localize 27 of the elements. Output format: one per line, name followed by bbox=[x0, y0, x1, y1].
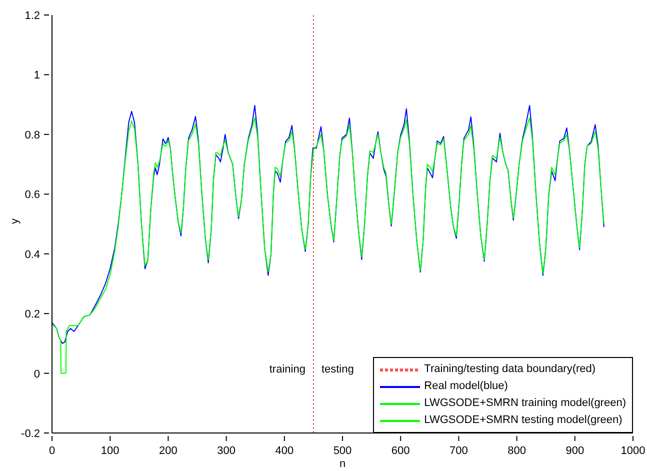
annotation: testing bbox=[321, 363, 354, 376]
x-tick-label: 100 bbox=[100, 445, 120, 457]
y-tick-label: 0.8 bbox=[24, 129, 40, 142]
x-tick-label: 0 bbox=[48, 445, 56, 457]
y-tick-label: 0.2 bbox=[24, 308, 40, 321]
x-axis-title: n bbox=[339, 458, 346, 470]
legend-label: Training/testing data boundary(red) bbox=[424, 362, 596, 377]
x-tick-label: 700 bbox=[450, 445, 468, 457]
legend-label: LWGSODE+SMRN testing model(green) bbox=[424, 413, 622, 428]
y-tick-label: 1.2 bbox=[24, 10, 40, 22]
annotation: training bbox=[269, 363, 306, 376]
y-axis-title: y bbox=[8, 218, 21, 224]
x-tick-label: 500 bbox=[333, 445, 352, 457]
y-tick-label: 0.4 bbox=[24, 248, 40, 261]
y-tick-label: -0.2 bbox=[21, 428, 40, 440]
x-tick-label: 300 bbox=[217, 445, 236, 457]
x-tick-label: 800 bbox=[508, 445, 526, 457]
x-tick-label: 600 bbox=[391, 445, 410, 457]
x-tick-label: 400 bbox=[275, 445, 294, 457]
x-tick-label: 1000 bbox=[620, 445, 646, 457]
y-tick-label: 0.6 bbox=[24, 189, 40, 202]
y-tick-label: 1 bbox=[34, 70, 40, 82]
legend-label: LWGSODE+SMRN training model(green) bbox=[424, 396, 626, 411]
y-tick-label: 0 bbox=[34, 368, 40, 380]
x-tick-label: 200 bbox=[159, 445, 178, 457]
x-tick-label: 900 bbox=[566, 445, 584, 457]
legend-label: Real model(blue) bbox=[424, 379, 508, 394]
